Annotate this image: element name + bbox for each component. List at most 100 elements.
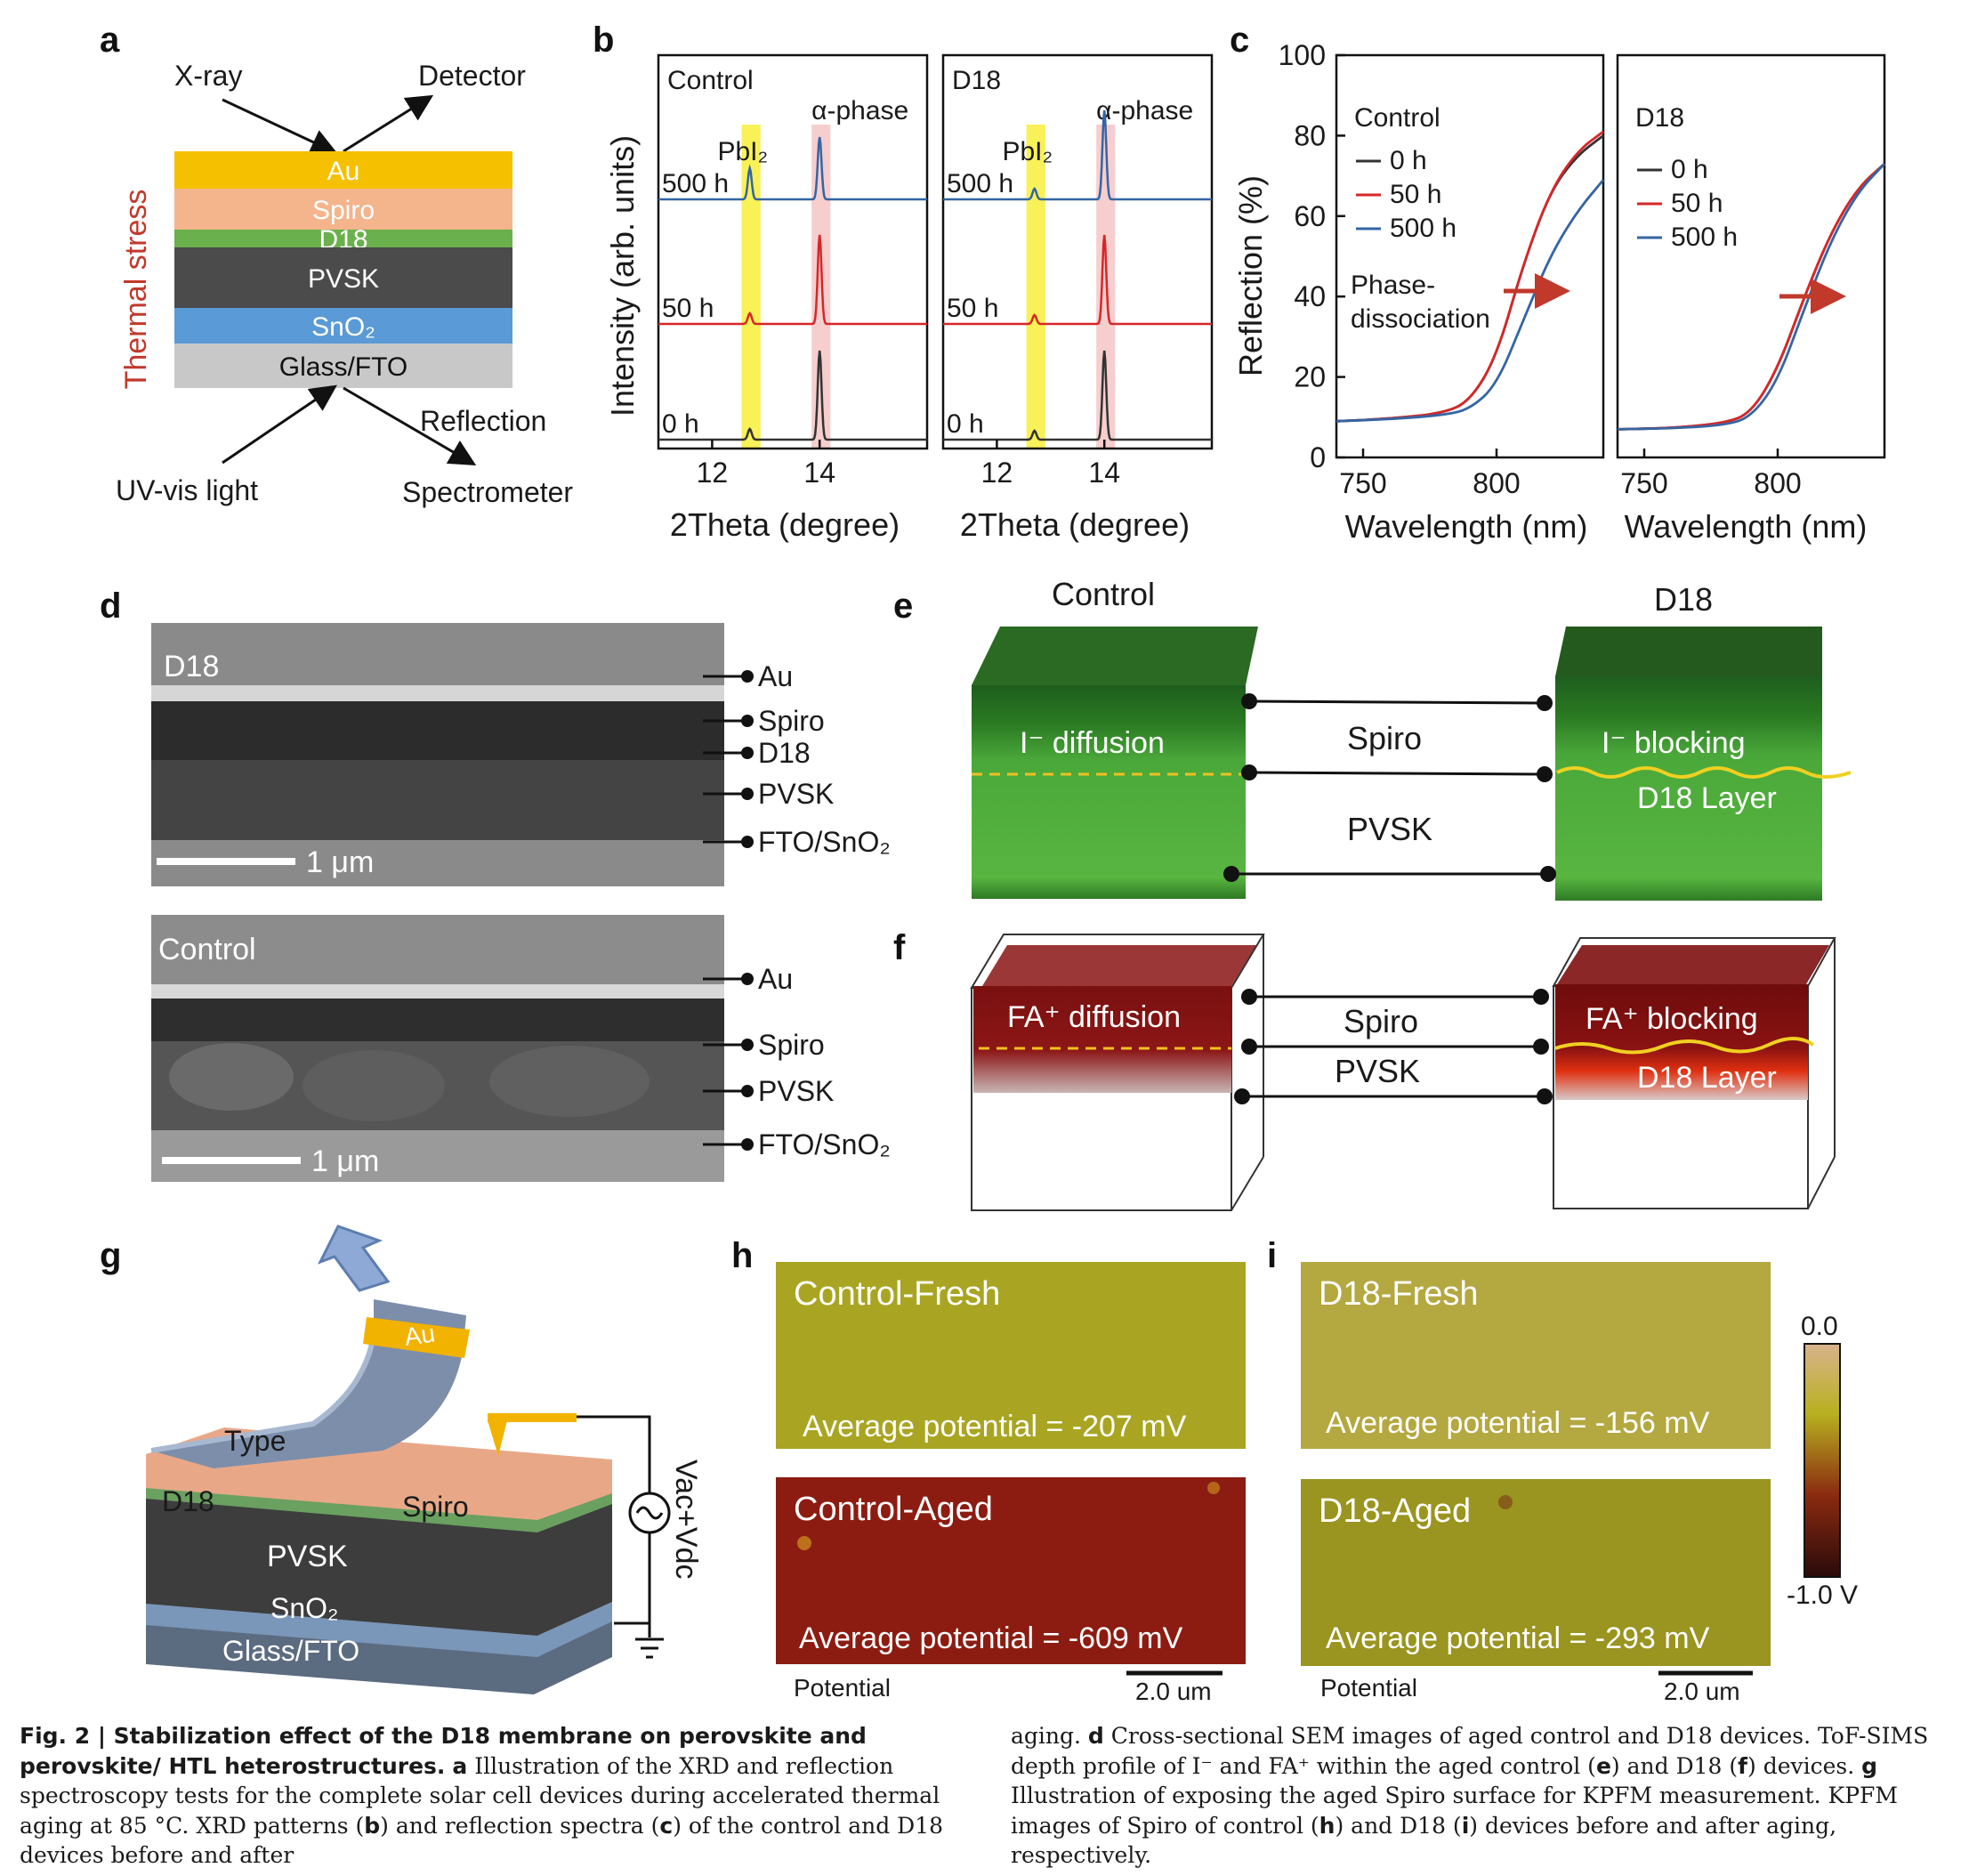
- caption-text-4: aging.: [1011, 1723, 1081, 1749]
- sem-control-title: Control: [158, 933, 256, 966]
- panel-letter-f: f: [893, 928, 906, 967]
- sem-layer-label: Spiro: [758, 1029, 825, 1061]
- series-line-50h: [658, 234, 927, 326]
- i-scalebar-label: 2.0 um: [1664, 1678, 1740, 1705]
- caption-text-8: Illustration of exposing the aged Spiro …: [1011, 1783, 1898, 1839]
- reflection-label: Reflection: [420, 405, 546, 437]
- x-tick-label: 14: [803, 457, 835, 489]
- series-label-0h: 0 h: [662, 409, 699, 439]
- b-xlabel-d18: 2Theta (degree): [960, 506, 1190, 543]
- sem-layer-label: FTO/SnO₂: [758, 1128, 891, 1160]
- caption-heading: Fig. 2 | Stabilization effect of the D18…: [20, 1723, 867, 1779]
- layer-5: [174, 308, 512, 344]
- plot-frame: [941, 53, 1214, 450]
- kpfm-control-aged: [776, 1477, 1246, 1664]
- layer-label-6: Glass/FTO: [279, 352, 408, 382]
- f-right-layer-label: D18 Layer: [1637, 1061, 1777, 1095]
- x-tick-label: 800: [1754, 467, 1801, 499]
- panel-letter-a: a: [100, 20, 120, 60]
- series-line-500h: [658, 136, 927, 201]
- plot-frame: [657, 53, 929, 450]
- legend-entry-50h: 50 h: [1390, 180, 1441, 209]
- reflection-arrow: [343, 386, 477, 466]
- f-spiro-label: Spiro: [1344, 1003, 1418, 1039]
- kpfm-d18-fresh: [1301, 1262, 1771, 1449]
- h-potential-label: Potential: [794, 1674, 891, 1702]
- y-tick-label: 80: [1294, 119, 1326, 151]
- layer-2: [174, 189, 512, 230]
- caption-text-5: Cross-sectional SEM images of aged contr…: [1011, 1723, 1929, 1779]
- c-ylabel: Reflection (%): [1232, 175, 1269, 376]
- layer-label-5: SnO₂: [311, 312, 375, 342]
- c-xlabel-control: Wavelength (nm): [1345, 508, 1588, 545]
- alpha-label: α-phase: [811, 96, 908, 125]
- panel-letter-d: d: [100, 586, 121, 626]
- caption-text-7: ) devices.: [1747, 1752, 1855, 1779]
- caption-ref-i: i: [1461, 1812, 1470, 1839]
- caption-right: aging. d Cross-sectional SEM images of a…: [1011, 1721, 1959, 1871]
- e-pvsk-label: PVSK: [1347, 811, 1432, 847]
- e-left-cube-top: [972, 627, 1258, 685]
- xray-arrow: [222, 98, 338, 155]
- g-spiro-label: Spiro: [402, 1491, 469, 1523]
- uv-vis-label: UV-vis light: [116, 474, 258, 506]
- sem-layer-label: Au: [758, 963, 793, 995]
- detector-arrow: [343, 94, 434, 153]
- potential-colorbar: [1804, 1343, 1841, 1578]
- caption-text-10: ) devices before and after aging, respec…: [1011, 1812, 1837, 1869]
- g-sno2-layer: [146, 1602, 612, 1657]
- series-line-50h: [943, 234, 1212, 326]
- g-type-label: Type: [224, 1425, 286, 1457]
- h-aged-title: Control-Aged: [794, 1491, 993, 1528]
- sem-layer-label: Spiro: [758, 705, 825, 737]
- caption-text-6: ) and D18 (: [1610, 1752, 1739, 1779]
- e-right-cube: [1555, 676, 1822, 901]
- sem-d18-scalebar-label: 1 μm: [306, 845, 374, 879]
- plot-title: Control: [1354, 103, 1440, 133]
- series-line-0h: [658, 350, 927, 441]
- phase-note-line2: dissociation: [1351, 304, 1490, 334]
- h-fresh-title: Control-Fresh: [794, 1275, 1000, 1313]
- x-tick-label: 750: [1339, 467, 1386, 499]
- layer-label-2: Spiro: [312, 196, 375, 225]
- layer-6: [174, 344, 512, 388]
- sem-layer-label: D18: [758, 737, 811, 769]
- caption-text-1: Illustration of the XRD and reflection s…: [20, 1752, 940, 1839]
- y-tick-label: 100: [1279, 39, 1326, 71]
- g-d18-layer: [146, 1486, 612, 1532]
- e-left-cube: [972, 685, 1246, 899]
- xray-label: X-ray: [174, 60, 242, 92]
- i-aged-title: D18-Aged: [1319, 1492, 1471, 1530]
- alpha-label: α-phase: [1096, 96, 1193, 125]
- kpfm-control-fresh: [776, 1262, 1246, 1449]
- panel-h: h Control-Fresh Average potential = -207…: [731, 1236, 1246, 1705]
- plot-title: D18: [1635, 103, 1684, 133]
- x-tick-label: 12: [697, 457, 729, 489]
- h-aged-avg: Average potential = -609 mV: [799, 1621, 1183, 1655]
- x-tick-label: 750: [1620, 467, 1667, 499]
- e-connectors: [1231, 699, 1548, 876]
- reflection-chart-d18: D18 0 h 50 h 500 h 750 800: [1616, 53, 1886, 499]
- x-tick-label: 12: [981, 457, 1013, 489]
- caption-ref-g: g: [1861, 1752, 1878, 1779]
- legend-entry-500h: 500 h: [1671, 222, 1738, 252]
- g-au-label: Au: [403, 1319, 437, 1350]
- panel-a: a X-ray Detector AuSpiroD18PVSKSnO₂Glass…: [100, 20, 573, 508]
- e-right-label: I⁻ blocking: [1602, 726, 1746, 760]
- caption-ref-c: c: [659, 1812, 674, 1839]
- g-voltage-label: Vac+Vdc: [669, 1460, 703, 1580]
- caption-ref-h: h: [1319, 1812, 1335, 1839]
- panel-b: b Intensity (arb. units) Control PbI₂ α-ph…: [593, 20, 1214, 543]
- series-line-500h: [1335, 179, 1605, 423]
- phase-note-line1: Phase-: [1351, 271, 1435, 300]
- series-label-0h: 0 h: [947, 409, 984, 439]
- legend-entry-0h: 0 h: [1671, 155, 1708, 184]
- e-control-title: Control: [1052, 576, 1155, 612]
- sem-layer-label: PVSK: [758, 778, 834, 810]
- layer-3: [174, 230, 512, 247]
- g-ground-icon: [635, 1637, 664, 1659]
